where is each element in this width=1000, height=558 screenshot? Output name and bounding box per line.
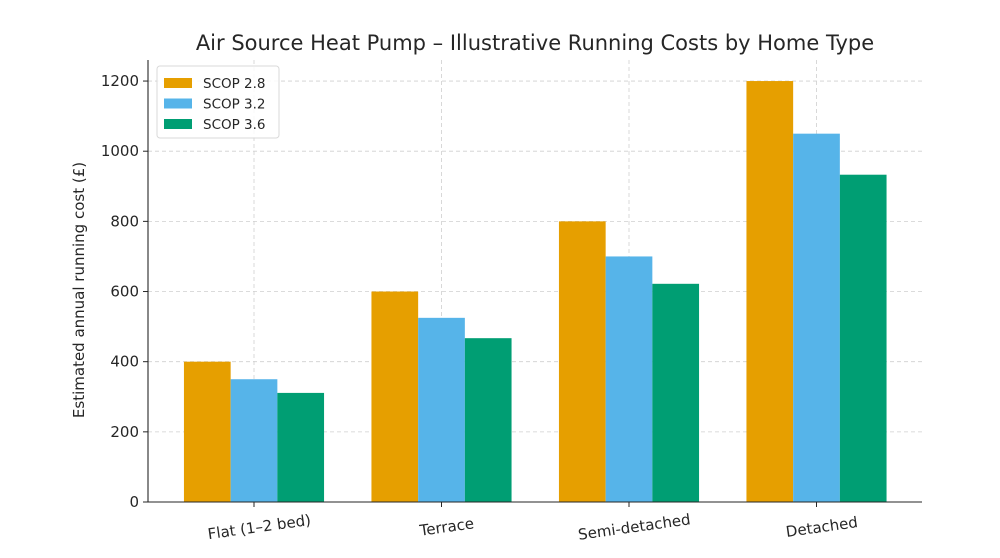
legend-label: SCOP 2.8 [203, 76, 266, 92]
y-tick-label: 0 [129, 493, 139, 511]
chart-title: Air Source Heat Pump – Illustrative Runn… [196, 31, 874, 55]
y-tick-label: 600 [110, 283, 139, 301]
bar-scop-3-6-3 [839, 174, 887, 502]
bar-scop-3-6-0 [277, 392, 325, 502]
bar-scop-3-2-1 [418, 317, 465, 502]
bar-scop-3-2-2 [605, 256, 653, 502]
bar-scop-2-8-3 [746, 81, 794, 503]
legend-swatch [164, 98, 192, 109]
y-axis-label: Estimated annual running cost (£) [70, 162, 88, 418]
axes-layer [147, 60, 922, 503]
bar-scop-2-8-0 [183, 361, 231, 502]
x-tick-label: Terrace [418, 514, 476, 540]
legend-swatch [164, 78, 192, 88]
x-tick-label: Flat (1–2 bed) [207, 511, 312, 543]
legend-label: SCOP 3.2 [203, 97, 266, 113]
x-tick-label: Detached [785, 513, 859, 541]
legend-swatch [164, 119, 192, 129]
bar-scop-2-8-1 [371, 291, 419, 502]
y-tick-label: 400 [110, 353, 139, 371]
y-tick-label: 1000 [101, 142, 139, 160]
bars-layer [183, 81, 887, 503]
y-tick-label: 200 [110, 423, 139, 441]
y-tick-label: 800 [110, 212, 139, 230]
bar-scop-2-8-2 [558, 221, 606, 502]
bar-scop-3-6-2 [652, 283, 700, 502]
bar-scop-3-2-0 [230, 379, 278, 502]
legend: SCOP 2.8 SCOP 3.2 SCOP 3.6 [156, 65, 280, 139]
bar-scop-3-2-3 [793, 133, 840, 502]
bar-scop-3-6-1 [464, 338, 512, 502]
y-tick-label: 1200 [101, 72, 139, 90]
x-tick-label: Semi-detached [577, 510, 692, 544]
legend-label: SCOP 3.6 [203, 117, 266, 133]
